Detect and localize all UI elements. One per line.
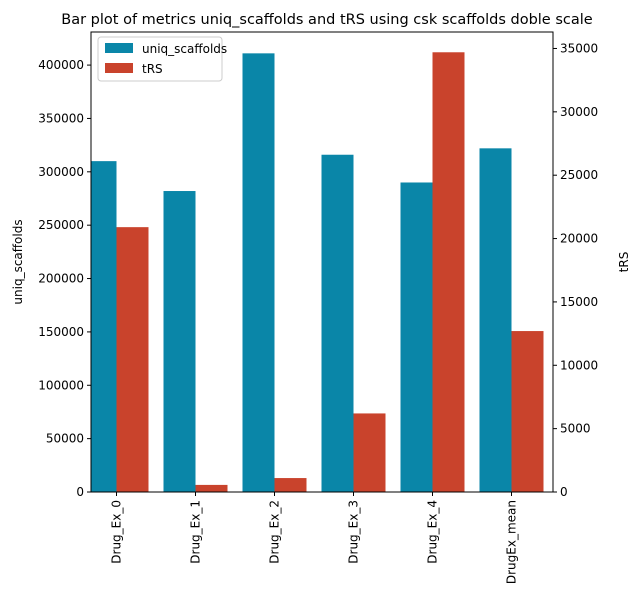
bar-uniq_scaffolds-Drug_Ex_2 bbox=[242, 53, 275, 493]
legend-swatch-uniq_scaffolds bbox=[105, 43, 133, 53]
right-tick-label: 15000 bbox=[560, 295, 598, 309]
bar-tRS-Drug_Ex_4 bbox=[432, 52, 465, 492]
bar-tRS-Drug_Ex_1 bbox=[195, 484, 228, 492]
right-tick-label: 0 bbox=[560, 485, 568, 499]
right-tick-label: 35000 bbox=[560, 41, 598, 55]
x-tick-label: Drug_Ex_3 bbox=[347, 500, 361, 564]
bar-uniq_scaffolds-Drug_Ex_4 bbox=[400, 182, 433, 492]
bar-uniq_scaffolds-Drug_Ex_1 bbox=[163, 191, 196, 493]
right-y-axis-label: tRS bbox=[617, 252, 631, 273]
bar-uniq_scaffolds-DrugEx_mean bbox=[479, 148, 512, 492]
left-y-axis: 0 50000 100000 150000 200000 250000 300000 3500… bbox=[38, 58, 91, 499]
left-tick-label: 400000 bbox=[38, 58, 84, 72]
x-tick-label: Drug_Ex_0 bbox=[110, 500, 124, 564]
right-tick-label: 10000 bbox=[560, 358, 598, 372]
legend: uniq_scaffolds tRS bbox=[97, 36, 227, 82]
x-tick-label: Drug_Ex_1 bbox=[189, 500, 203, 564]
chart-title: Bar plot of metrics uniq_scaffolds and t… bbox=[61, 12, 592, 28]
bar-tRS-DrugEx_mean bbox=[511, 331, 544, 492]
bar-tRS-Drug_Ex_2 bbox=[274, 478, 307, 492]
x-axis: Drug_Ex_0 Drug_Ex_1 Drug_Ex_2 Drug_Ex_3 Drug… bbox=[110, 492, 519, 584]
bar-uniq_scaffolds-Drug_Ex_3 bbox=[321, 154, 354, 492]
plot-area bbox=[90, 31, 554, 493]
x-tick-label: Drug_Ex_2 bbox=[268, 500, 282, 564]
x-tick-label: DrugEx_mean bbox=[505, 500, 519, 584]
right-y-axis: 0 5000 10000 15000 20000 25000 30000 35000 bbox=[553, 41, 598, 499]
x-tick-label: Drug_Ex_4 bbox=[426, 500, 440, 564]
plot-frame bbox=[90, 31, 554, 493]
left-tick-label: 250000 bbox=[38, 218, 84, 232]
left-tick-label: 150000 bbox=[38, 325, 84, 339]
left-tick-label: 100000 bbox=[38, 378, 84, 392]
legend-swatch-tRS bbox=[105, 63, 133, 73]
right-tick-label: 30000 bbox=[560, 105, 598, 119]
bar-tRS-Drug_Ex_3 bbox=[353, 413, 386, 492]
left-y-axis-label: uniq_scaffolds bbox=[11, 219, 25, 304]
right-tick-label: 20000 bbox=[560, 232, 598, 246]
left-tick-label: 50000 bbox=[46, 432, 84, 446]
right-tick-label: 25000 bbox=[560, 168, 598, 182]
right-tick-label: 5000 bbox=[560, 422, 591, 436]
left-tick-label: 0 bbox=[76, 485, 84, 499]
bar-uniq_scaffolds-Drug_Ex_0 bbox=[91, 161, 117, 492]
left-tick-label: 350000 bbox=[38, 111, 84, 125]
left-tick-label: 200000 bbox=[38, 272, 84, 286]
legend-label-tRS: tRS bbox=[142, 62, 163, 76]
bar-tRS-Drug_Ex_0 bbox=[116, 227, 149, 492]
legend-label-uniq_scaffolds: uniq_scaffolds bbox=[142, 42, 227, 56]
left-tick-label: 300000 bbox=[38, 165, 84, 179]
